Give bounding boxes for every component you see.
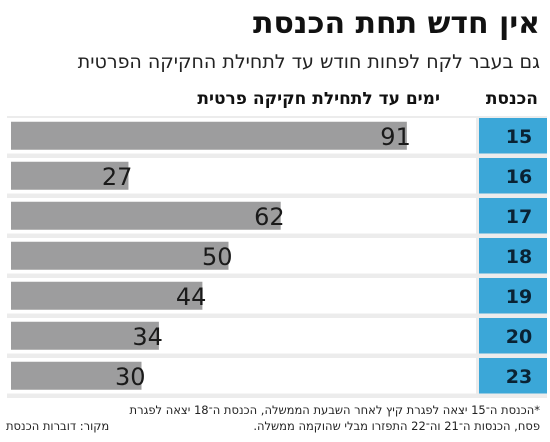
- bar: [11, 281, 203, 310]
- category-cell: [479, 118, 547, 154]
- category-label: 16: [506, 166, 532, 188]
- bar: [11, 241, 229, 270]
- value-column-header: ימים עד לתחילת חקיקה פרטית: [197, 89, 440, 109]
- category-cell: [479, 358, 547, 394]
- bar: [11, 201, 281, 230]
- category-label: 15: [506, 126, 532, 148]
- value-label: 30: [115, 363, 146, 391]
- footnote-line-1: *הכנסת ה־15 יצאה לפגרת קיץ לאחר השבעת המ…: [129, 403, 540, 417]
- bar: [11, 161, 129, 190]
- footnote: *הכנסת ה־15 יצאה לפגרת קיץ לאחר השבעת המ…: [6, 402, 540, 434]
- value-label: 44: [176, 283, 207, 311]
- chart-subtitle: גם בעבר לקח לפחות חודש עד לתחילת החקיקה …: [77, 51, 540, 73]
- value-label: 62: [254, 203, 285, 231]
- source-note: מקור: דוברות הכנסת: [6, 419, 110, 433]
- value-label: 27: [102, 163, 133, 191]
- footnote-line-2: פסח, הכנסות ה־21 וה־22 התפזרו מבלי שהוקמ…: [253, 419, 540, 433]
- category-label: 20: [506, 326, 532, 348]
- category-cell: [479, 318, 547, 354]
- category-cell: [479, 238, 547, 274]
- category-cell: [479, 198, 547, 234]
- category-label: 19: [506, 286, 532, 308]
- chart-panel: 15 91 16 27 17 62 18 50 19 44 20 34 23 30: [7, 116, 547, 398]
- category-cell: [479, 278, 547, 314]
- value-label: 50: [202, 243, 233, 271]
- category-label: 18: [506, 246, 532, 268]
- bar-chart: 15 91 16 27 17 62 18 50 19 44 20 34 23 30: [7, 118, 547, 394]
- category-column-header: הכנסת: [485, 89, 538, 109]
- bar: [11, 121, 407, 150]
- bar: [11, 321, 159, 350]
- value-label: 34: [132, 323, 163, 351]
- category-cell: [479, 158, 547, 194]
- category-label: 23: [506, 366, 532, 388]
- category-label: 17: [506, 206, 532, 228]
- value-label: 91: [380, 123, 411, 151]
- bar: [11, 361, 142, 390]
- chart-title: אין חדש תחת הכנסת: [253, 6, 540, 41]
